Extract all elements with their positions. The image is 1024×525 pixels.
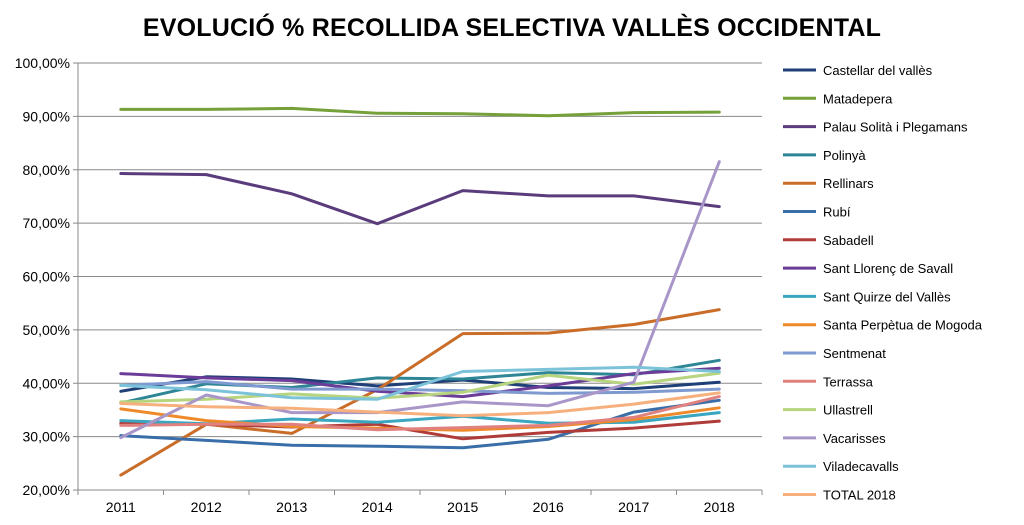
series-line-5 <box>119 398 721 450</box>
legend-label: Vacarisses <box>823 431 886 446</box>
legend: Castellar del vallès Matadepera Palau Soli… <box>783 63 983 503</box>
legend-label: Palau Solità i Plegamans <box>823 120 968 135</box>
legend-label: Polinyà <box>823 148 866 163</box>
x-tick-label: 2011 <box>106 499 136 515</box>
legend-label: Matadepera <box>823 91 893 106</box>
series-line-2 <box>119 172 721 226</box>
legend-label: TOTAL 2018 <box>823 488 896 503</box>
legend-label: Rubí <box>823 205 851 220</box>
y-tick-label: 80,00% <box>23 162 70 178</box>
legend-label: Viladecavalls <box>823 459 899 474</box>
series-lines <box>119 106 721 477</box>
series-line-10 <box>119 380 721 395</box>
series-line-15 <box>119 391 721 418</box>
legend-label: Sant Llorenç de Savall <box>823 261 953 276</box>
series-line-14 <box>119 365 721 401</box>
legend-label: Rellinars <box>823 176 874 191</box>
series-line-13 <box>119 160 721 440</box>
y-tick-label: 40,00% <box>23 375 70 391</box>
legend-label: Castellar del vallès <box>823 63 933 78</box>
axes: 20,00% 30,00% 40,00% 50,00% 60,00% 70,00% 80,0… <box>15 55 763 515</box>
chart-title: EVOLUCIÓ % RECOLLIDA SELECTIVA VALLÈS OC… <box>142 14 882 42</box>
x-tick-label: 2012 <box>191 499 222 515</box>
legend-label: Ullastrell <box>823 403 873 418</box>
y-tick-label: 60,00% <box>23 269 70 285</box>
x-tick-label: 2016 <box>533 499 564 515</box>
x-tick-label: 2015 <box>447 499 478 515</box>
y-tick-label: 90,00% <box>23 108 70 124</box>
legend-label: Santa Perpètua de Mogoda <box>823 318 983 333</box>
legend-label: Sant Quirze del Vallès <box>823 289 951 304</box>
x-tick-label: 2017 <box>618 499 649 515</box>
y-tick-label: 50,00% <box>23 322 70 338</box>
y-tick-label: 20,00% <box>23 482 70 498</box>
legend-label: Terrassa <box>823 374 874 389</box>
series-line-1 <box>119 106 721 118</box>
series-line-11 <box>119 395 721 432</box>
y-tick-label: 70,00% <box>23 215 70 231</box>
x-tick-label: 2014 <box>362 499 393 515</box>
legend-label: Sentmenat <box>823 346 886 361</box>
y-tick-label: 30,00% <box>23 429 70 445</box>
y-tick-label: 100,00% <box>15 55 70 71</box>
x-tick-label: 2018 <box>704 499 735 515</box>
legend-label: Sabadell <box>823 233 874 248</box>
x-tick-label: 2013 <box>276 499 307 515</box>
